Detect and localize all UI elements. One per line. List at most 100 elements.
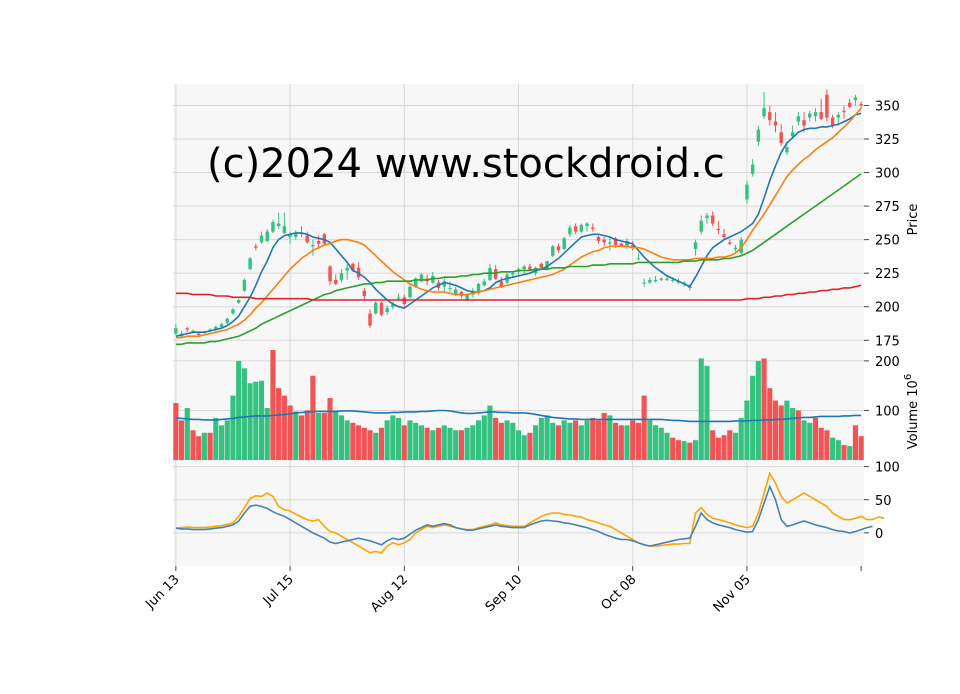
candle-body xyxy=(636,258,641,260)
candle-body xyxy=(476,283,481,294)
candle-body xyxy=(728,242,732,244)
candle-body xyxy=(236,300,241,303)
candle-body xyxy=(813,112,818,117)
candle-body xyxy=(528,266,532,271)
candle-body xyxy=(585,223,589,227)
volume-bar xyxy=(847,446,853,460)
volume-bar xyxy=(356,425,362,460)
candle-body xyxy=(859,104,863,106)
volume-bar xyxy=(515,430,522,460)
candle-body xyxy=(613,238,618,246)
volume-bar xyxy=(818,427,824,460)
x-tick-label: Jun 13 xyxy=(142,572,182,612)
price-y-tick-label: 325 xyxy=(875,133,900,148)
candle-body xyxy=(265,231,269,241)
volume-bar xyxy=(710,430,716,460)
x-tick-label: Nov 05 xyxy=(711,572,754,615)
volume-axis-label: Volume 106 xyxy=(903,374,921,449)
candle-body xyxy=(699,220,703,232)
volume-bar xyxy=(555,425,562,460)
candle-body xyxy=(631,245,635,248)
volume-bar xyxy=(190,430,196,460)
price-y-tick-label: 350 xyxy=(875,99,900,114)
candle-body xyxy=(316,240,321,244)
volume-bar xyxy=(658,427,664,460)
volume-bar xyxy=(390,415,396,460)
volume-bar xyxy=(778,405,784,460)
candle-body xyxy=(619,243,624,247)
candle-body xyxy=(539,263,544,268)
candle-body xyxy=(282,226,287,233)
volume-axis-label-exponent: 6 xyxy=(903,374,914,380)
candle-body xyxy=(745,184,749,200)
candle-body xyxy=(225,318,229,323)
volume-bar xyxy=(178,420,185,460)
volume-bar xyxy=(635,422,641,460)
candle-body xyxy=(522,266,526,270)
volume-bar xyxy=(630,420,636,460)
volume-bar xyxy=(830,437,836,460)
volume-bar xyxy=(327,398,333,460)
candle-body xyxy=(288,234,292,237)
volume-y-tick-label: 200 xyxy=(875,355,900,370)
candle-body xyxy=(579,224,584,232)
candle-body xyxy=(768,112,772,121)
volume-bar xyxy=(664,432,670,460)
candle-body xyxy=(408,286,412,298)
candle-body xyxy=(374,302,378,314)
candle-body xyxy=(756,129,761,142)
candle-body xyxy=(214,326,218,330)
candle-body xyxy=(231,309,235,314)
candle-body xyxy=(653,279,658,282)
candle-body xyxy=(562,238,566,250)
volume-bar xyxy=(715,437,721,460)
volume-bar xyxy=(533,425,539,460)
volume-bar xyxy=(824,430,830,460)
candle-body xyxy=(568,227,572,235)
volume-bar xyxy=(538,417,544,460)
volume-bar xyxy=(413,422,419,460)
volume-bar xyxy=(207,432,213,460)
volume-bar xyxy=(293,411,299,460)
volume-bar xyxy=(321,412,327,460)
price-y-tick-label: 250 xyxy=(875,234,900,249)
price-y-tick-label: 225 xyxy=(875,267,900,282)
volume-bar xyxy=(270,350,276,460)
volume-bar xyxy=(812,417,819,460)
candle-body xyxy=(385,308,389,313)
candle-body xyxy=(174,328,178,334)
ma-line-ma20 xyxy=(175,173,862,346)
candle-body xyxy=(391,304,395,307)
volume-bar xyxy=(350,422,356,460)
volume-bar xyxy=(435,427,442,460)
candle-body xyxy=(196,333,201,335)
volume-bar xyxy=(396,417,402,460)
volume-bar xyxy=(527,432,533,460)
candle-body xyxy=(339,273,344,280)
volume-bar xyxy=(681,441,687,460)
osc-y-tick-label: 0 xyxy=(875,527,883,542)
volume-bar xyxy=(333,410,339,460)
volume-bar xyxy=(521,435,527,460)
volume-bar xyxy=(641,395,647,460)
ma-line-ma5 xyxy=(175,112,862,337)
volume-bar xyxy=(550,422,556,460)
candle-body xyxy=(334,279,338,284)
volume-bar xyxy=(750,375,756,460)
volume-bar xyxy=(287,405,293,460)
volume-bar xyxy=(487,405,493,460)
volume-bar xyxy=(761,358,767,460)
volume-bar xyxy=(247,383,253,460)
volume-bar xyxy=(481,415,487,460)
volume-bar xyxy=(475,420,482,460)
volume-bar xyxy=(201,432,207,460)
candle-body xyxy=(602,239,606,243)
candle-body xyxy=(836,114,841,118)
volume-bar xyxy=(835,440,841,460)
candle-body xyxy=(294,232,298,237)
volume-bar xyxy=(196,436,202,460)
candle-body xyxy=(642,282,646,284)
price-axis-label: Price xyxy=(906,204,921,236)
candle-body xyxy=(465,294,469,301)
candle-body xyxy=(722,234,726,237)
